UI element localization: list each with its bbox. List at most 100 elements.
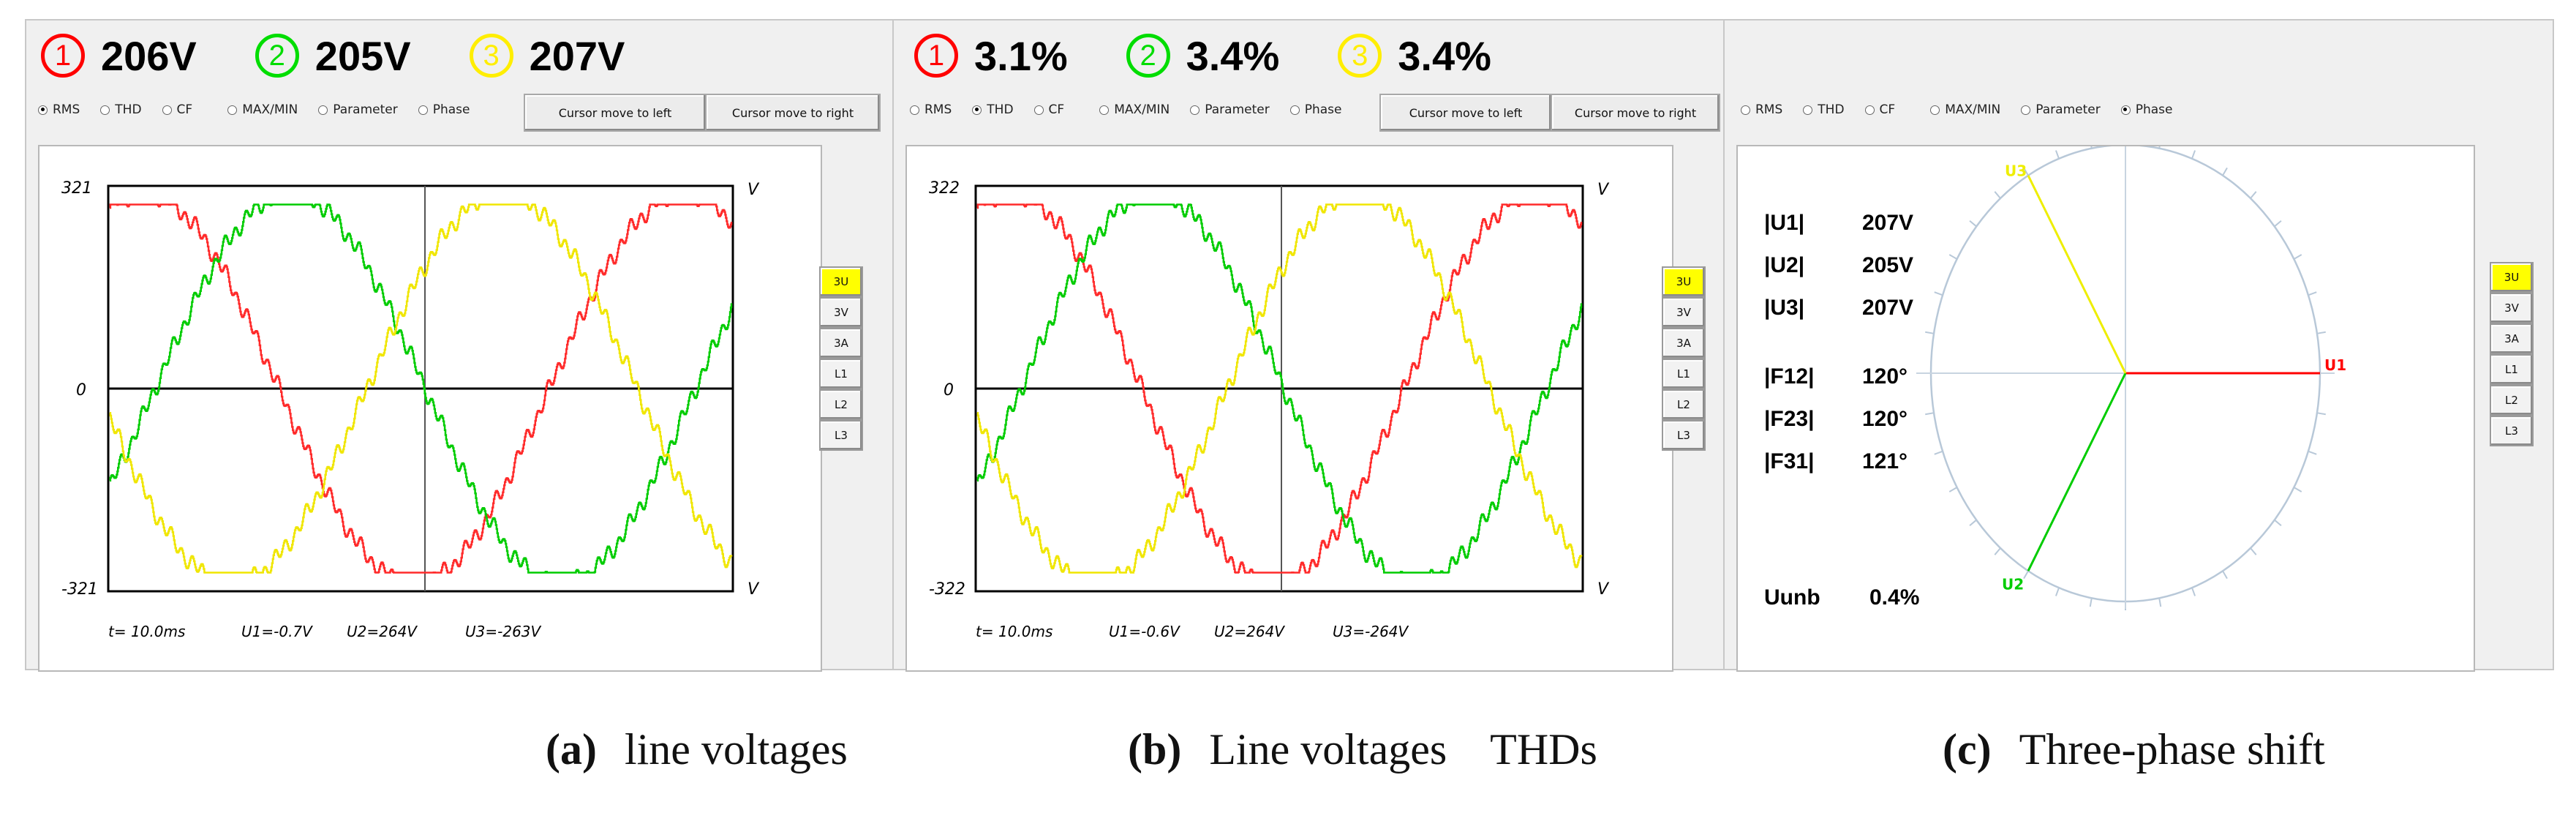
tab-3a[interactable]: 3A — [819, 328, 863, 359]
tab-l3[interactable]: L3 — [1662, 420, 1706, 451]
caption-b: (b) Line voltages THDs — [1128, 724, 1597, 775]
radio-rms[interactable]: RMS — [910, 102, 952, 117]
phase-3-value: 207V — [529, 32, 625, 79]
radio-cf[interactable]: CF — [162, 102, 192, 117]
phasor-u3 — [2027, 175, 2127, 374]
y-zero-label: 0 — [76, 381, 86, 400]
cursor-right-button[interactable]: Cursor move to right — [705, 94, 881, 132]
phasor-svg: U1 U2 U3 — [1916, 146, 2346, 610]
phasor-tick — [1948, 254, 1958, 260]
f31-angle-value: 121° — [1862, 449, 1908, 473]
phasor-tick — [2089, 598, 2093, 607]
radio-dot — [1864, 105, 1875, 115]
u3-magnitude-label: |U3| — [1764, 296, 1805, 320]
readout-bar: 1 3.1% 2 3.4% 3 3.4% — [914, 26, 1550, 85]
radio-label: THD — [115, 102, 142, 117]
radio-thd[interactable]: THD — [100, 102, 142, 117]
radio-label: RMS — [53, 102, 80, 117]
radio-phase[interactable]: Phase — [2120, 102, 2173, 117]
radio-dot — [418, 105, 428, 115]
radio-parameter[interactable]: Parameter — [318, 102, 398, 117]
radio-dot — [318, 105, 328, 115]
cursor-left-button[interactable]: Cursor move to left — [1379, 94, 1552, 132]
phasor-tick — [2250, 547, 2257, 555]
phasor-tick — [2316, 412, 2326, 416]
tab-3u[interactable]: 3U — [819, 266, 863, 297]
radio-phase[interactable]: Phase — [1289, 102, 1342, 117]
radio-rms[interactable]: RMS — [38, 102, 80, 117]
tab-l3[interactable]: L3 — [819, 420, 863, 451]
radio-dot — [1099, 105, 1110, 115]
series-line-phase-2 — [976, 203, 1583, 574]
radio-phase[interactable]: Phase — [418, 102, 470, 117]
cursor-left-button[interactable]: Cursor move to left — [524, 94, 707, 132]
radio-label: Parameter — [2035, 102, 2101, 117]
caption-c-tag: (c) — [1943, 725, 1992, 773]
phasor-tick — [1925, 331, 1935, 334]
radio-label: Parameter — [333, 102, 398, 117]
phase-1-marker: 1 — [914, 34, 958, 78]
f31-angle-label: |F31| — [1764, 449, 1815, 473]
tab-3v[interactable]: 3V — [1662, 297, 1706, 328]
tab-3a[interactable]: 3A — [2490, 323, 2534, 354]
phasor-diagram-area: |U1| 207V |U2| 205V |U3| 207V |F12| 120°… — [1736, 145, 2475, 672]
tab-3u[interactable]: 3U — [2490, 262, 2534, 293]
radio-cf[interactable]: CF — [1033, 102, 1064, 117]
radio-dot — [1930, 105, 1940, 115]
radio-maxmin[interactable]: MAX/MIN — [227, 102, 298, 117]
caption-a-text: line voltages — [624, 725, 848, 773]
radio-dot — [2120, 105, 2131, 115]
phasor-tick — [2055, 587, 2060, 596]
radio-label: THD — [1818, 102, 1845, 117]
y-max-label: 322 — [929, 179, 960, 198]
phasor-tick — [2293, 487, 2302, 492]
radio-maxmin[interactable]: MAX/MIN — [1099, 102, 1170, 117]
radio-label: CF — [1879, 102, 1896, 117]
tab-l1[interactable]: L1 — [1662, 359, 1706, 389]
radio-dot — [2021, 105, 2031, 115]
tab-l3[interactable]: L3 — [2490, 416, 2534, 446]
tab-l2[interactable]: L2 — [2490, 385, 2534, 416]
tab-3a[interactable]: 3A — [1662, 328, 1706, 359]
caption-a: (a) line voltages — [546, 724, 848, 775]
radio-parameter[interactable]: Parameter — [1190, 102, 1270, 117]
phasor-tick — [1934, 291, 1943, 296]
y-max-label: 321 — [61, 179, 92, 198]
tab-l1[interactable]: L1 — [819, 359, 863, 389]
tab-3v[interactable]: 3V — [2490, 293, 2534, 323]
mode-radio-group: RMS THD CF MAX/MIN Parameter Phase — [1741, 102, 2193, 117]
unit-label-bottom: V — [1597, 580, 1610, 599]
tab-l2[interactable]: L2 — [819, 389, 863, 420]
phase-3-marker: 3 — [1338, 34, 1382, 78]
phasor-tick — [2250, 191, 2257, 199]
phase-1-marker: 1 — [41, 34, 85, 78]
phasor-label-u2: U2 — [2002, 576, 2024, 593]
phase-1-value: 206V — [101, 32, 197, 79]
caption-b-text: Line voltages THDs — [1209, 725, 1597, 773]
tab-l1[interactable]: L1 — [2490, 354, 2534, 385]
panel-line-voltages: 1 206V 2 205V 3 207V RMS THD CF MAX/MIN … — [25, 19, 895, 672]
radio-label: MAX/MIN — [242, 102, 298, 117]
phasor-tick — [2316, 331, 2326, 334]
phase-2-marker: 2 — [255, 34, 299, 78]
mode-radio-group: RMS THD CF MAX/MIN Parameter Phase — [910, 102, 1363, 117]
phasor-tick — [1925, 412, 1935, 416]
phasor-tick — [2274, 519, 2282, 527]
radio-rms[interactable]: RMS — [1741, 102, 1782, 117]
series-line-phase-3 — [109, 203, 733, 574]
tab-3v[interactable]: 3V — [819, 297, 863, 328]
radio-parameter[interactable]: Parameter — [2021, 102, 2101, 117]
tab-3u[interactable]: 3U — [1662, 266, 1706, 297]
unbalance-label: Uunb — [1764, 585, 1820, 610]
radio-thd[interactable]: THD — [1803, 102, 1845, 117]
phasor-tick — [2222, 167, 2228, 176]
cursor-right-button[interactable]: Cursor move to right — [1551, 94, 1720, 132]
radio-thd[interactable]: THD — [972, 102, 1014, 117]
tab-l2[interactable]: L2 — [1662, 389, 1706, 420]
status-u2: U2=264V — [347, 623, 418, 640]
phasor-tick — [2158, 146, 2161, 149]
phasor-tick — [2308, 450, 2317, 455]
radio-maxmin[interactable]: MAX/MIN — [1930, 102, 2000, 117]
radio-cf[interactable]: CF — [1864, 102, 1896, 117]
caption-a-tag: (a) — [546, 725, 597, 773]
